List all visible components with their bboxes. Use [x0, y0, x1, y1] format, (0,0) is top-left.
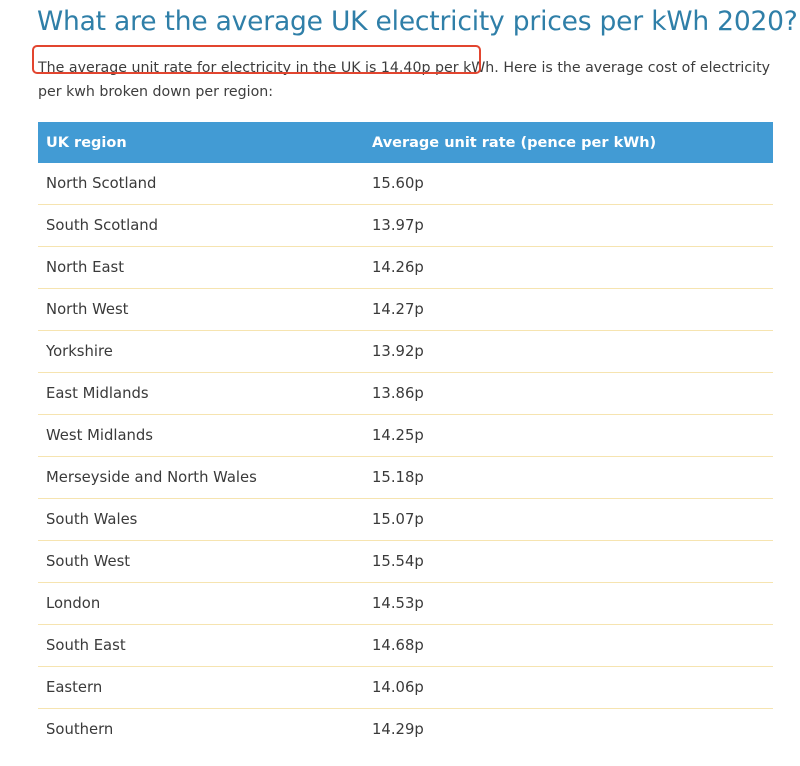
- average-rate-statement: The average unit rate for electricity in…: [38, 60, 499, 76]
- table-row: South Wales 15.07p: [38, 498, 773, 541]
- header-average-unit-rate: Average unit rate (pence per kWh): [362, 122, 773, 163]
- table-row: West Midlands 14.25p: [38, 414, 773, 457]
- page-title: What are the average UK electricity pric…: [37, 6, 798, 37]
- rate-cell: 13.86p: [362, 372, 773, 415]
- table-row: South Scotland 13.97p: [38, 204, 773, 247]
- table-row: North West 14.27p: [38, 288, 773, 331]
- table-row: London 14.53p: [38, 582, 773, 625]
- table-row: Southern 14.29p: [38, 709, 773, 751]
- region-cell: East Midlands: [38, 372, 362, 415]
- rate-cell: 14.53p: [362, 582, 773, 625]
- region-cell: Merseyside and North Wales: [38, 456, 362, 499]
- region-cell: Yorkshire: [38, 330, 362, 373]
- rate-cell: 15.54p: [362, 540, 773, 583]
- regional-rates-table: UK region Average unit rate (pence per k…: [38, 122, 773, 750]
- rate-cell: 13.97p: [362, 204, 773, 247]
- rate-cell: 14.25p: [362, 414, 773, 457]
- table-body: North Scotland 15.60p South Scotland 13.97p…: [38, 163, 773, 750]
- intro-paragraph: The average unit rate for electricity in…: [38, 56, 778, 104]
- table-row: East Midlands 13.86p: [38, 372, 773, 415]
- table-row: North Scotland 15.60p: [38, 163, 773, 205]
- region-cell: South East: [38, 624, 362, 667]
- intro-rest-text: Here is the average cost of electricity …: [38, 60, 771, 100]
- region-cell: Eastern: [38, 666, 362, 709]
- region-cell: North East: [38, 246, 362, 289]
- rate-cell: 14.27p: [362, 288, 773, 331]
- region-cell: London: [38, 582, 362, 625]
- rate-cell: 15.18p: [362, 456, 773, 499]
- region-cell: Southern: [46, 721, 114, 738]
- table-row: Eastern 14.06p: [38, 666, 773, 709]
- region-cell: West Midlands: [38, 414, 362, 457]
- table-row: Merseyside and North Wales 15.18p: [38, 456, 773, 499]
- table-row: South East 14.68p: [38, 624, 773, 667]
- rate-cell: 15.60p: [362, 163, 773, 205]
- table-row: North East 14.26p: [38, 246, 773, 289]
- rate-cell: 14.26p: [362, 246, 773, 289]
- region-cell: South West: [38, 540, 362, 583]
- rate-cell: 15.07p: [362, 498, 773, 541]
- region-cell: South Scotland: [38, 204, 362, 247]
- header-uk-region: UK region: [38, 122, 362, 163]
- table-row: South West 15.54p: [38, 540, 773, 583]
- region-cell: North Scotland: [38, 163, 362, 205]
- rate-cell: 14.06p: [362, 666, 773, 709]
- region-cell: South Wales: [38, 498, 362, 541]
- rate-cell: 14.68p: [362, 624, 773, 667]
- table-header-row: UK region Average unit rate (pence per k…: [38, 122, 773, 163]
- rate-cell: 14.29p: [372, 721, 424, 738]
- table-row: Yorkshire 13.92p: [38, 330, 773, 373]
- rate-cell: 13.92p: [362, 330, 773, 373]
- region-cell: North West: [38, 288, 362, 331]
